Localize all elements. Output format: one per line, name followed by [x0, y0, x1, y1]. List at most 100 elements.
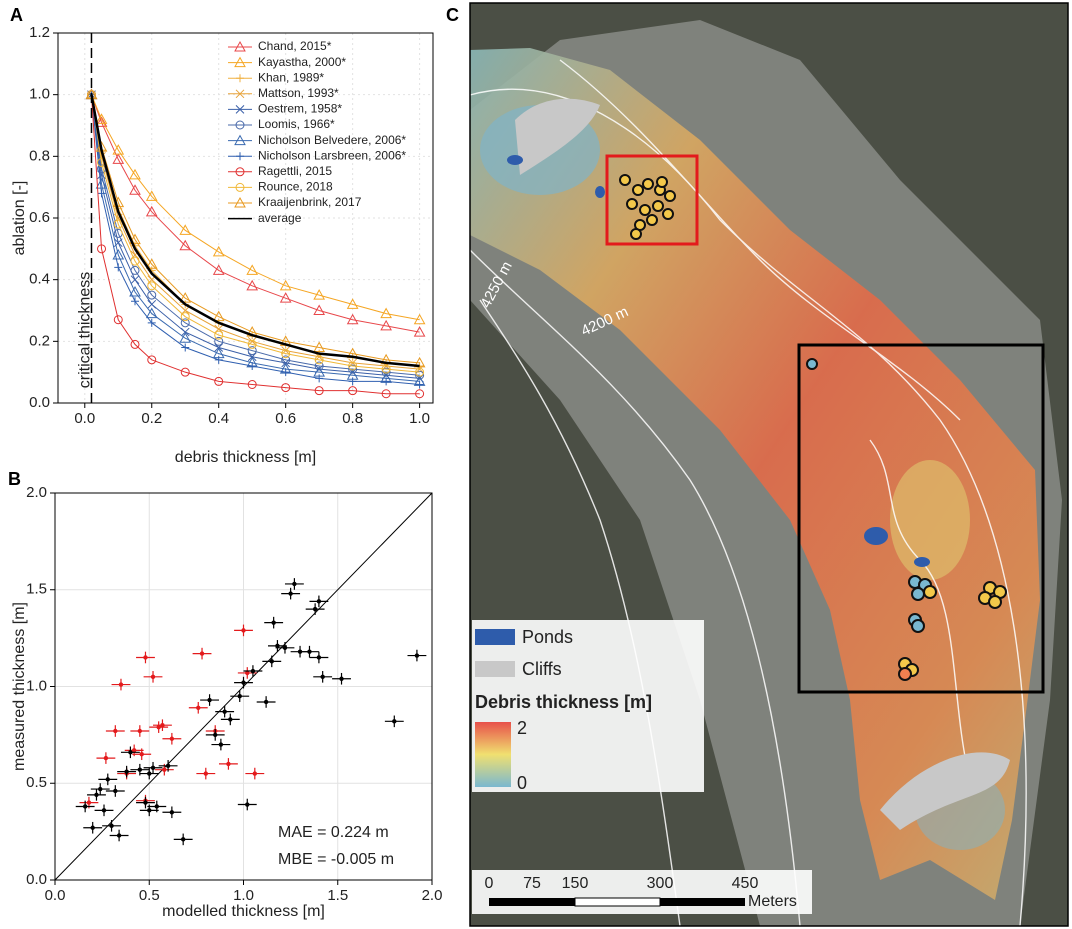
- y-tick-label: 0.4: [29, 271, 50, 288]
- panel-label: C: [446, 5, 459, 25]
- y-tick-label: 0.2: [29, 332, 50, 349]
- point: [147, 808, 152, 813]
- x-tick-label: 0.0: [74, 410, 95, 427]
- debris-map: [470, 48, 1040, 900]
- marker: [381, 367, 391, 377]
- marker: [313, 304, 326, 315]
- marker: [179, 224, 192, 235]
- colorbar-label: 0: [517, 773, 527, 793]
- legend-marker: [234, 134, 246, 146]
- point: [165, 763, 171, 769]
- scale-bar: [574, 897, 661, 907]
- series-line: [90, 94, 420, 382]
- marker: [130, 275, 140, 285]
- point: [222, 709, 227, 714]
- point: [160, 723, 165, 728]
- marker: [130, 265, 140, 275]
- marker: [181, 343, 190, 352]
- point: [82, 804, 88, 809]
- marker: [346, 298, 359, 309]
- marker: [381, 364, 391, 374]
- marker: [131, 297, 140, 306]
- pond: [595, 186, 605, 198]
- legend-marker: [234, 56, 246, 68]
- zoom-box: [605, 154, 699, 246]
- marker: [180, 367, 190, 377]
- panel-label: A: [10, 5, 23, 25]
- legend-marker: [235, 89, 245, 99]
- map: 4250 m 4200 m Ponds Cliffs Debris thickn…: [469, 2, 1069, 927]
- marker: [247, 380, 257, 389]
- marker: [112, 144, 125, 155]
- legend-marker: [235, 120, 245, 130]
- legend-marker: [234, 196, 246, 208]
- marker: [129, 184, 141, 195]
- legend-swatch: [475, 629, 515, 645]
- point: [103, 755, 109, 761]
- cliff: [515, 98, 600, 175]
- point: [241, 628, 246, 633]
- legend-label: Loomis, 1966*: [258, 117, 335, 131]
- marker: [95, 178, 108, 189]
- point: [137, 728, 143, 734]
- x-tick-label: 1.5: [327, 887, 348, 904]
- marker: [247, 339, 257, 349]
- point: [282, 645, 288, 650]
- point: [162, 767, 167, 772]
- series-line: [91, 94, 420, 321]
- point: [169, 736, 175, 741]
- point: [316, 655, 322, 660]
- series-line: [90, 94, 420, 364]
- y-tick-label: 0.0: [26, 871, 47, 888]
- marker: [147, 290, 157, 300]
- pond: [864, 527, 888, 545]
- marker: [147, 318, 156, 327]
- y-tick-label: 0.0: [29, 394, 50, 411]
- y-axis-label: measured thickness [m]: [11, 602, 28, 771]
- legend-label: Ragettli, 2015: [258, 164, 332, 178]
- marker: [112, 153, 125, 164]
- samples: [619, 174, 1007, 681]
- marker: [348, 361, 358, 371]
- point: [316, 599, 322, 604]
- marker: [145, 190, 158, 201]
- marker: [346, 313, 359, 325]
- cliff: [880, 752, 1010, 830]
- marker: [380, 319, 392, 331]
- legend-label: Oestrem, 1958*: [258, 102, 342, 116]
- marker: [147, 355, 157, 365]
- map-frame: [469, 2, 1069, 927]
- marker: [314, 386, 324, 396]
- marker: [281, 383, 291, 393]
- series-line: [90, 94, 420, 368]
- point: [392, 719, 397, 724]
- point: [292, 581, 297, 587]
- legend-label: Kraaijenbrink, 2017: [258, 195, 362, 209]
- point: [147, 771, 152, 776]
- legend-label: Cliffs: [522, 659, 562, 679]
- point: [245, 670, 250, 676]
- plot-frame: [54, 492, 433, 881]
- marker: [348, 364, 358, 374]
- point: [275, 643, 280, 649]
- marker: [246, 264, 259, 275]
- marker: [145, 205, 158, 217]
- annotation: MBE = -0.005 m: [278, 851, 394, 868]
- point: [109, 823, 114, 829]
- x-axis-label: debris thickness [m]: [175, 449, 316, 466]
- marker: [179, 332, 192, 343]
- marker: [179, 292, 192, 303]
- y-tick-label: 0.8: [29, 147, 50, 164]
- point: [269, 659, 274, 664]
- point: [312, 606, 318, 612]
- x-tick-label: 0.5: [139, 887, 160, 904]
- legend-swatch: [475, 661, 515, 677]
- marker: [415, 380, 424, 389]
- zoom-box: [797, 343, 1045, 694]
- marker: [214, 376, 224, 386]
- scale-unit: Meters: [748, 893, 797, 910]
- marker: [130, 256, 140, 266]
- point: [252, 771, 258, 776]
- x-tick-label: 1.0: [233, 887, 254, 904]
